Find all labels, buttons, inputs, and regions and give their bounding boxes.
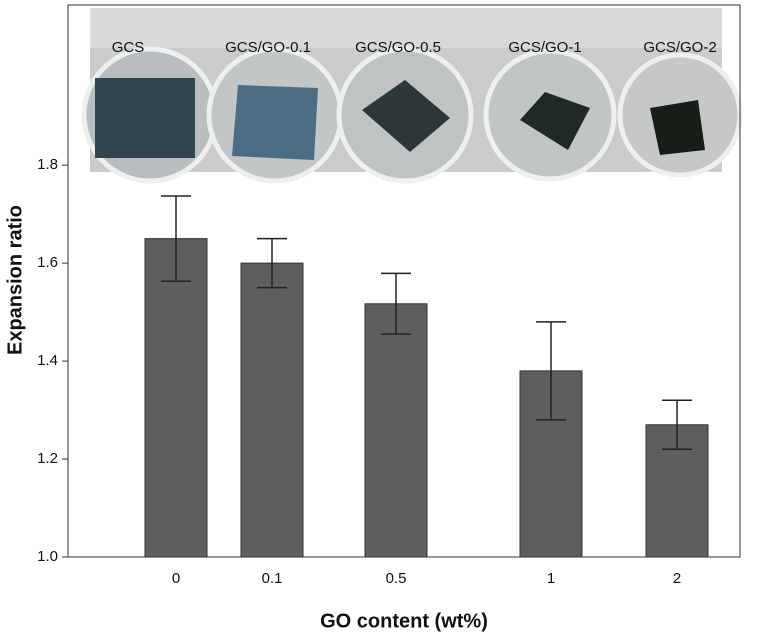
sample <box>95 78 195 158</box>
bar <box>364 303 428 558</box>
photo-label: GCS/GO-2 <box>643 39 716 56</box>
x-tick-label: 0.5 <box>386 570 407 587</box>
sample <box>362 80 450 152</box>
bar <box>144 238 208 558</box>
x-axis-title: GO content (wt%) <box>320 610 488 632</box>
photo-label: GCS <box>112 39 145 56</box>
y-tick-label: 1.2 <box>37 450 58 467</box>
y-tick-label: 1.0 <box>37 548 58 565</box>
sample <box>650 100 705 155</box>
y-axis-title: Expansion ratio <box>4 205 26 355</box>
photo-label: GCS/GO-1 <box>508 39 581 56</box>
bar <box>240 262 304 558</box>
photo-label: GCS/GO-0.1 <box>225 39 311 56</box>
y-tick-label: 1.4 <box>37 352 58 369</box>
photo-top <box>90 8 722 48</box>
x-tick-label: 1 <box>547 570 555 587</box>
x-tick-label: 2 <box>673 570 681 587</box>
y-tick-label: 1.8 <box>37 156 58 173</box>
photo-label: GCS/GO-0.5 <box>355 39 441 56</box>
sample <box>520 92 590 150</box>
y-tick-label: 1.6 <box>37 254 58 271</box>
x-tick-label: 0.1 <box>262 570 283 587</box>
inset-photo <box>81 8 743 184</box>
x-tick-label: 0 <box>172 570 180 587</box>
sample <box>232 85 318 160</box>
